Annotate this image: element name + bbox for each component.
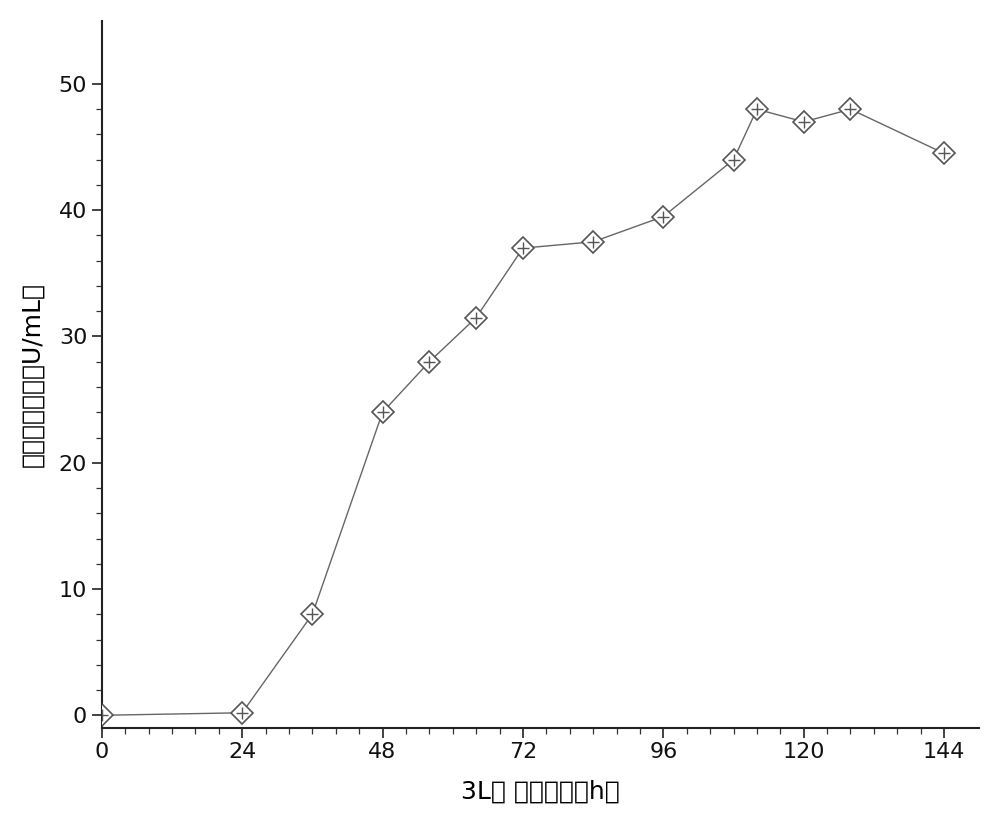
X-axis label: 3L罐 发酵时间（h）: 3L罐 发酵时间（h） [461, 780, 620, 803]
Y-axis label: 胰蛋白酶酶活（U/mL）: 胰蛋白酶酶活（U/mL） [21, 282, 45, 467]
